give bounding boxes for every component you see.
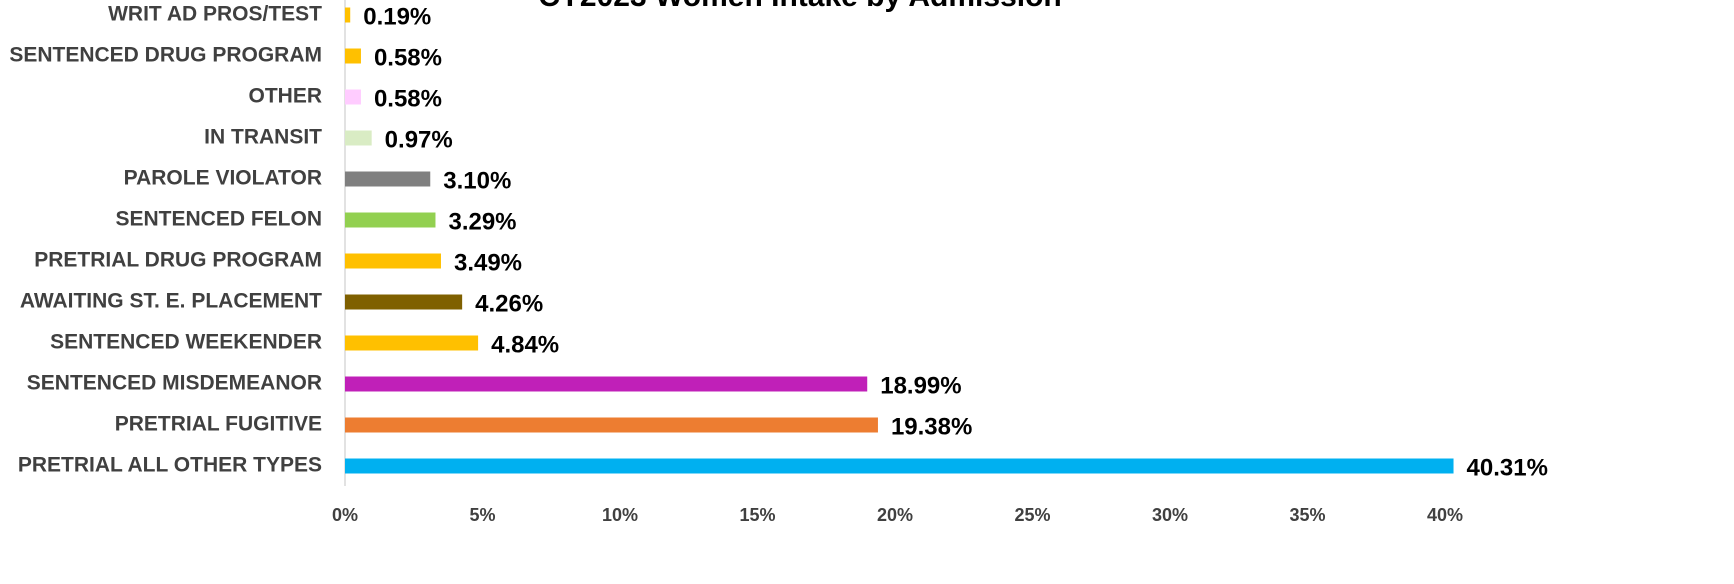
bar bbox=[345, 376, 868, 392]
y-tick-label: SENTENCED DRUG PROGRAM bbox=[9, 44, 322, 67]
data-label: 3.10% bbox=[443, 167, 511, 194]
bar bbox=[345, 253, 441, 269]
y-tick-label: SENTENCED FELON bbox=[115, 208, 322, 231]
data-label: 40.31% bbox=[1467, 454, 1548, 481]
data-label: 4.26% bbox=[475, 290, 543, 317]
data-label: 19.38% bbox=[891, 413, 972, 440]
x-tick-label: 20% bbox=[877, 505, 913, 525]
bar bbox=[345, 417, 878, 433]
y-tick-label: PAROLE VIOLATOR bbox=[124, 167, 322, 190]
bar bbox=[345, 89, 361, 105]
bar bbox=[345, 130, 372, 146]
data-label: 0.58% bbox=[374, 85, 442, 112]
data-label: 0.58% bbox=[374, 44, 442, 71]
y-tick-label: PRETRIAL FUGITIVE bbox=[115, 413, 322, 436]
bar bbox=[345, 294, 463, 310]
data-label: 4.84% bbox=[491, 331, 559, 358]
data-label: 3.29% bbox=[448, 208, 516, 235]
data-label: 18.99% bbox=[880, 372, 961, 399]
x-tick-label: 15% bbox=[739, 505, 775, 525]
bar bbox=[345, 458, 1454, 474]
y-tick-label: AWAITING ST. E. PLACEMENT bbox=[20, 290, 322, 313]
bar bbox=[345, 335, 479, 351]
bar bbox=[345, 7, 351, 23]
x-tick-label: 30% bbox=[1152, 505, 1188, 525]
data-label: 3.49% bbox=[454, 249, 522, 276]
y-tick-label: IN TRANSIT bbox=[204, 126, 322, 149]
x-tick-label: 25% bbox=[1014, 505, 1050, 525]
x-tick-label: 5% bbox=[469, 505, 495, 525]
bar bbox=[345, 48, 361, 64]
bar bbox=[345, 212, 436, 228]
y-tick-label: SENTENCED WEEKENDER bbox=[50, 331, 322, 354]
y-tick-label: OTHER bbox=[249, 85, 323, 108]
y-tick-label: PRETRIAL DRUG PROGRAM bbox=[34, 249, 322, 272]
y-tick-label: WRIT AD PROS/TEST bbox=[108, 3, 322, 26]
data-label: 0.19% bbox=[363, 3, 431, 30]
bar bbox=[345, 171, 431, 187]
x-tick-label: 35% bbox=[1289, 505, 1325, 525]
y-tick-label: SENTENCED MISDEMEANOR bbox=[27, 372, 322, 395]
x-tick-label: 0% bbox=[332, 505, 358, 525]
y-tick-label: PRETRIAL ALL OTHER TYPES bbox=[18, 454, 322, 477]
chart-title: CY2023 Women Intake by Admission bbox=[538, 0, 1062, 13]
x-tick-label: 10% bbox=[602, 505, 638, 525]
x-tick-label: 40% bbox=[1427, 505, 1463, 525]
data-label: 0.97% bbox=[385, 126, 453, 153]
